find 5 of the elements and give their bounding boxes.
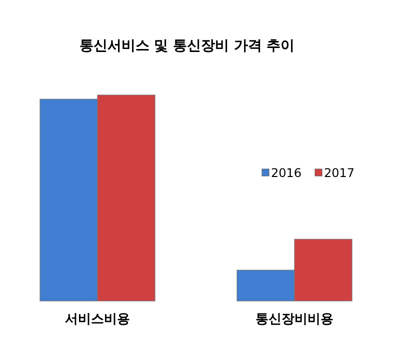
title: 통신서비스 및 통신장비 가격 추이 — [79, 38, 295, 54]
x-tick-label: 통신장비비용 — [256, 312, 334, 327]
legend-label: 2017 — [324, 166, 355, 180]
x-tick-label: 서비스비용 — [65, 312, 130, 327]
legend-label: 2016 — [271, 166, 302, 180]
